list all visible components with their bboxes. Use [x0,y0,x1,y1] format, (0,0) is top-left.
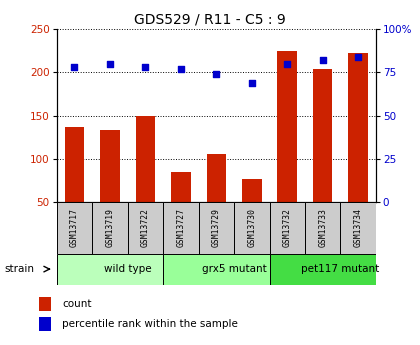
Text: wild type: wild type [104,264,152,274]
Bar [313,69,333,202]
Bar [57,202,92,254]
Point [142,65,149,70]
Point [178,66,184,72]
Text: strain: strain [4,264,34,274]
Point [248,80,255,86]
Text: GSM13722: GSM13722 [141,208,150,247]
Bar [136,116,155,202]
Bar [270,254,376,285]
Bar [163,202,199,254]
Bar [128,202,163,254]
Bar [305,202,341,254]
Bar [234,202,270,254]
Bar [270,202,305,254]
Text: GSM13717: GSM13717 [70,208,79,247]
Bar [100,130,120,202]
Text: grx5 mutant: grx5 mutant [202,264,266,274]
Bar [207,155,226,202]
Bar [39,317,51,331]
Bar [57,254,163,285]
Bar [278,51,297,202]
Text: GSM13734: GSM13734 [354,208,362,247]
Text: GSM13733: GSM13733 [318,208,327,247]
Bar [349,53,368,202]
Bar [39,297,51,310]
Text: GSM13730: GSM13730 [247,208,256,247]
Bar [199,202,234,254]
Text: GSM13719: GSM13719 [105,208,114,247]
Text: GSM13732: GSM13732 [283,208,292,247]
Point [107,61,113,67]
Bar [92,202,128,254]
Text: GSM13727: GSM13727 [176,208,185,247]
Point [71,65,78,70]
Bar [242,179,262,202]
Text: percentile rank within the sample: percentile rank within the sample [62,319,238,329]
Text: GSM13729: GSM13729 [212,208,221,247]
Bar [163,254,270,285]
Point [319,58,326,63]
Point [355,54,362,60]
Text: count: count [62,299,92,309]
Bar [341,202,376,254]
Bar [171,172,191,202]
Point [213,71,220,77]
Text: GDS529 / R11 - C5 : 9: GDS529 / R11 - C5 : 9 [134,12,286,26]
Bar [65,127,84,202]
Point [284,61,291,67]
Text: pet117 mutant: pet117 mutant [301,264,380,274]
